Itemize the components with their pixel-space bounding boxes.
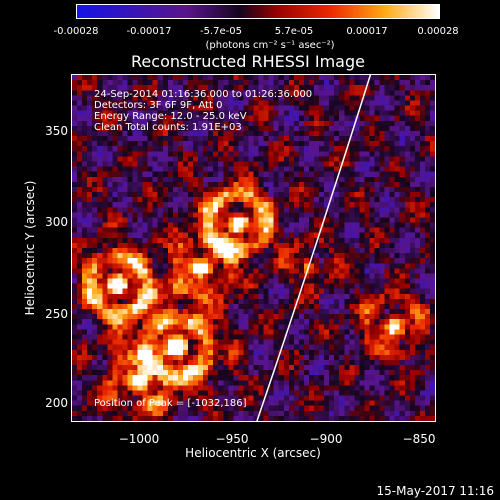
x-tick-label: −1000 bbox=[118, 432, 160, 446]
colorbar-tick: -0.00028 bbox=[53, 26, 99, 37]
rhessi-heatmap bbox=[72, 75, 435, 421]
y-tick-label: 200 bbox=[45, 396, 68, 410]
colorbar-tick: 0.00028 bbox=[417, 26, 459, 37]
x-tick-label: −850 bbox=[402, 432, 436, 446]
timestamp: 15-May-2017 11:16 bbox=[376, 484, 494, 498]
colorbar-units: (photons cm⁻² s⁻¹ asec⁻²) bbox=[205, 40, 335, 51]
colorbar-tick: -5.7e-05 bbox=[200, 26, 242, 37]
y-tick-label: 300 bbox=[45, 215, 68, 229]
colorbar-tick: 5.7e-05 bbox=[274, 26, 314, 37]
plot-title: Reconstructed RHESSI Image bbox=[131, 52, 365, 71]
annotation-clean: Clean Total counts: 1.91E+03 bbox=[94, 122, 242, 133]
y-tick-label: 250 bbox=[45, 307, 68, 321]
annotation-time: 24-Sep-2014 01:16:36.000 to 01:26:36.000 bbox=[94, 89, 313, 100]
y-tick-label: 350 bbox=[45, 124, 68, 138]
annotation-detectors: Detectors: 3F 6F 9F, Att 0 bbox=[94, 100, 223, 111]
x-tick-label: −950 bbox=[215, 432, 249, 446]
solar-limb-line bbox=[256, 75, 372, 421]
y-axis-label: Heliocentric Y (arcsec) bbox=[23, 180, 37, 316]
colorbar-tick: -0.00017 bbox=[126, 26, 172, 37]
colorbar bbox=[76, 4, 440, 19]
x-axis-label: Heliocentric X (arcsec) bbox=[185, 446, 321, 460]
x-tick-label: −900 bbox=[309, 432, 343, 446]
colorbar-tick: 0.00017 bbox=[346, 26, 388, 37]
annotation-peak: Position of Peak = [-1032,186] bbox=[94, 398, 247, 409]
image-plot: 24-Sep-2014 01:16:36.000 to 01:26:36.000… bbox=[71, 74, 436, 422]
annotation-energy: Energy Range: 12.0 - 25.0 keV bbox=[94, 111, 247, 122]
